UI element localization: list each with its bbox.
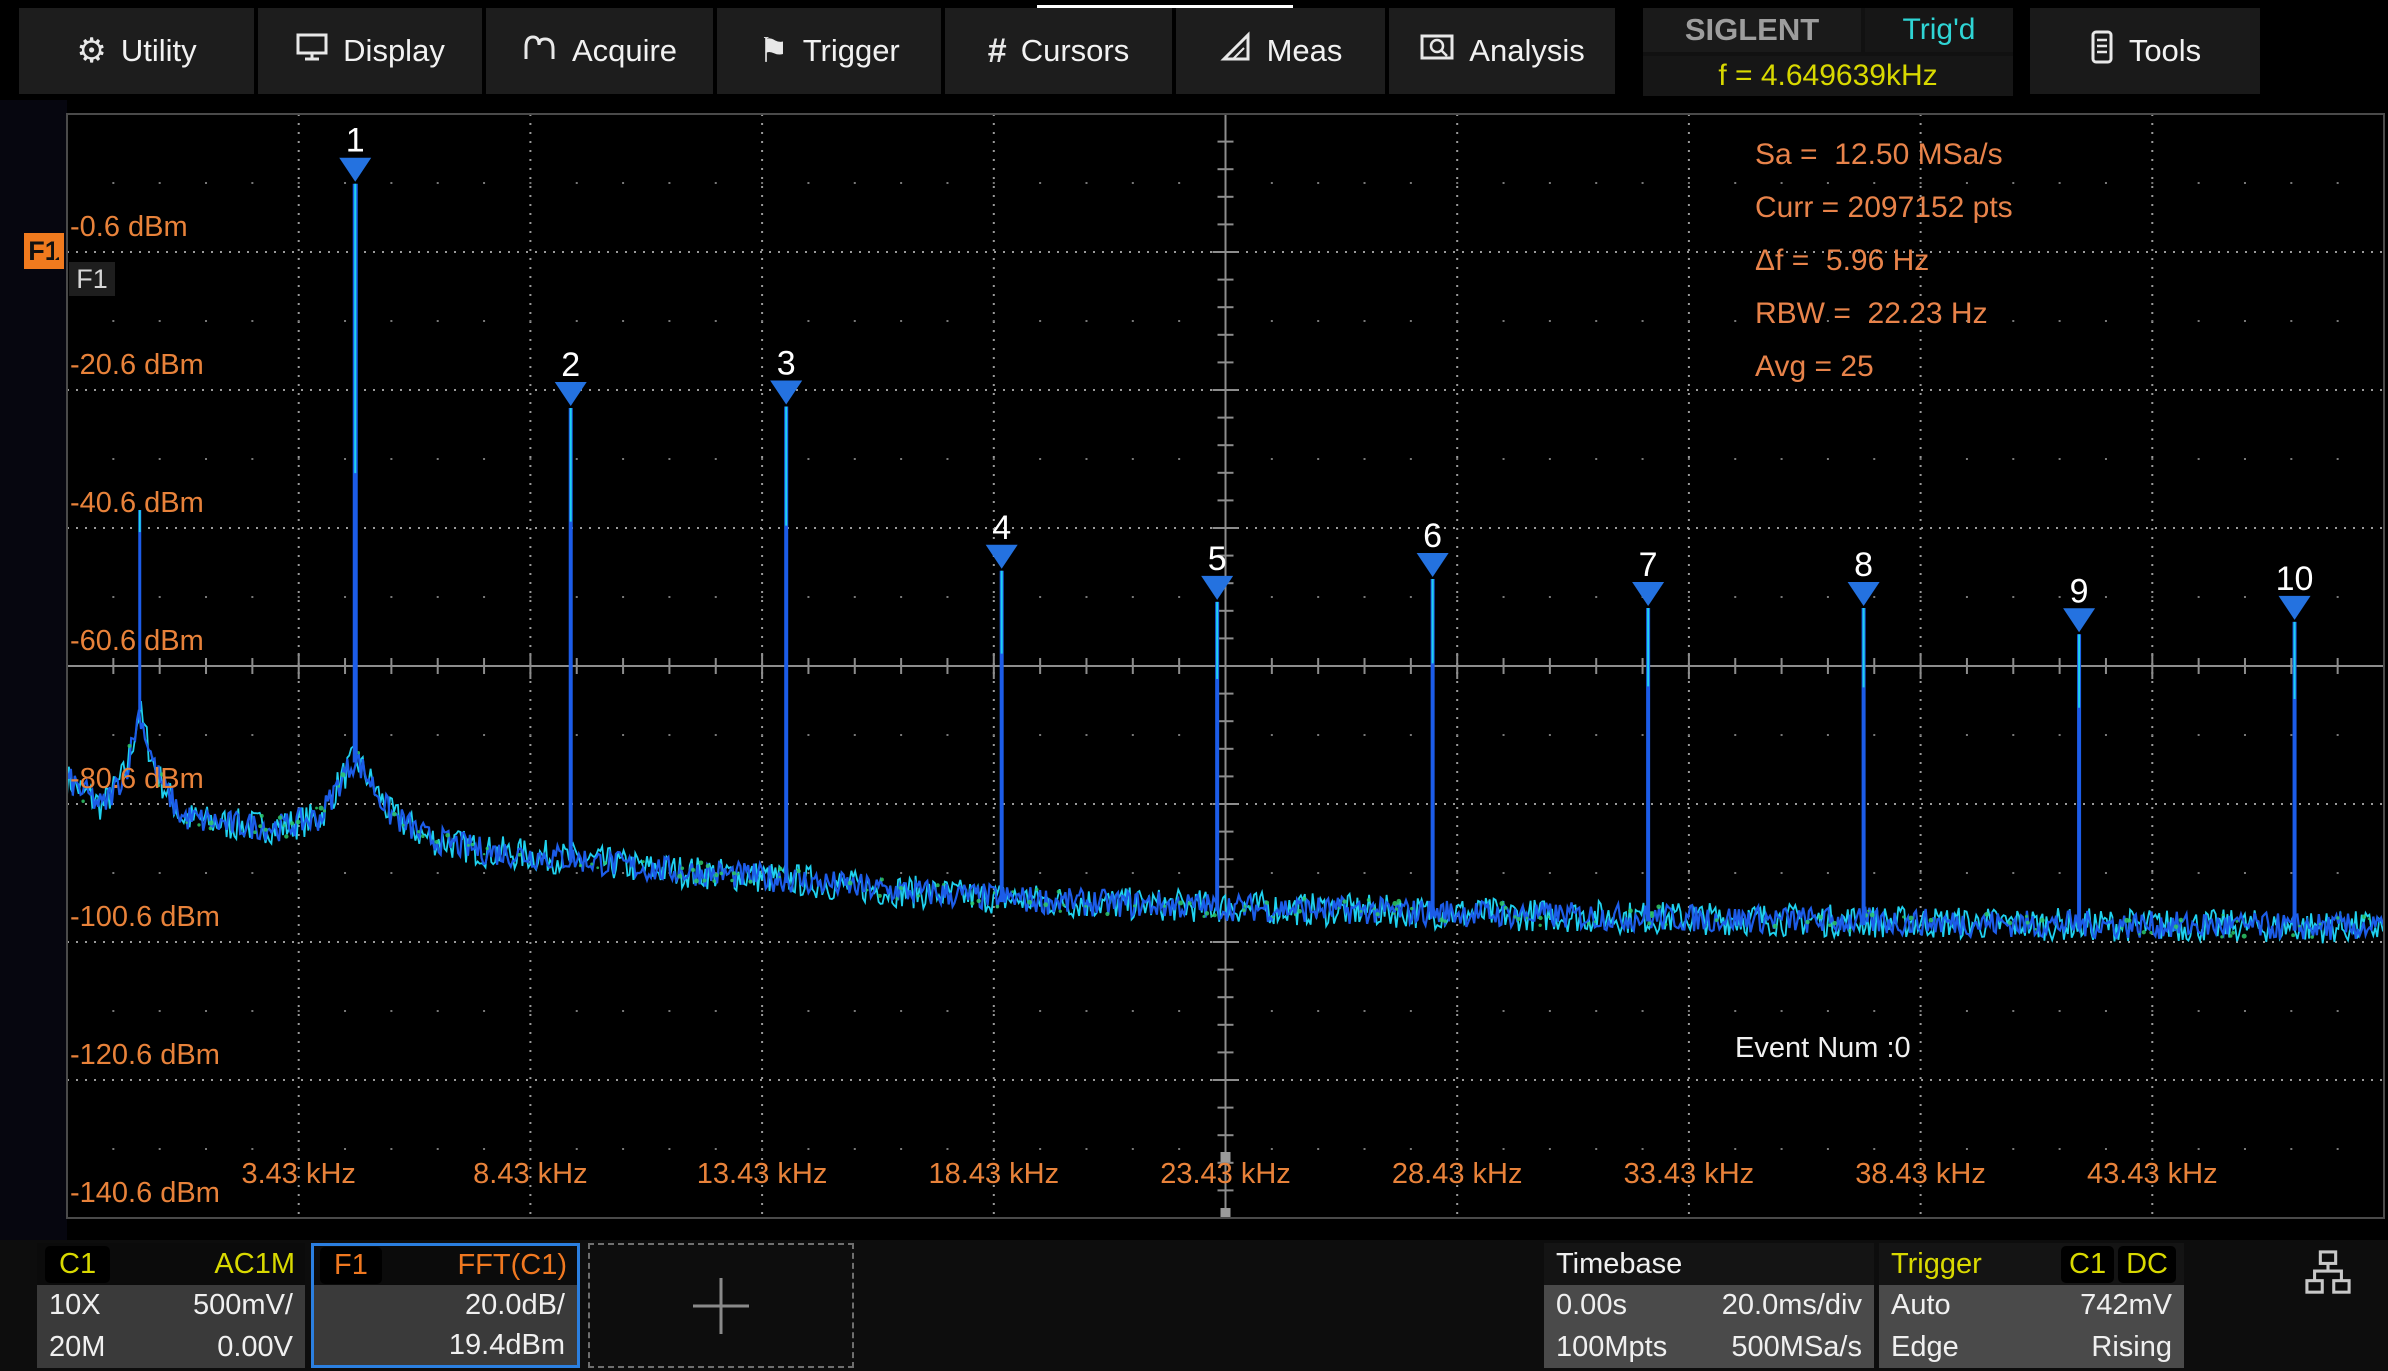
peak-number-7: 7 xyxy=(1639,546,1658,584)
f1-name: F1 xyxy=(320,1247,382,1284)
trigger-body: Auto 742mV Edge Rising xyxy=(1879,1285,2184,1368)
peak-number-6: 6 xyxy=(1423,517,1442,555)
channel1-coupling: AC1M xyxy=(214,1248,295,1281)
trigger-descriptor[interactable]: Trigger C1 DC Auto 742mV Edge Rising xyxy=(1879,1243,2184,1368)
y-tick-label-1: -20.6 dBm xyxy=(70,349,204,382)
y-tick-label-5: -100.6 dBm xyxy=(70,901,220,934)
f1-scale: 20.0dB/ xyxy=(465,1289,565,1322)
y-tick-label-7: -140.6 dBm xyxy=(70,1177,220,1210)
y-tick-label-4: -80.6 dBm xyxy=(70,763,204,796)
y-tick-label-3: -60.6 dBm xyxy=(70,625,204,658)
f1-reference-level: 19.4dBm xyxy=(449,1329,565,1362)
x-tick-label-2: 13.43 kHz xyxy=(662,1158,862,1191)
peak-marker-3 xyxy=(770,381,802,405)
peak-marker-5 xyxy=(1201,576,1233,600)
peak-marker-9 xyxy=(2063,608,2095,632)
channel1-descriptor[interactable]: C1 AC1M 10X 500mV/ 20M 0.00V xyxy=(37,1243,305,1368)
f1-descriptor[interactable]: F1 FFT(C1) 20.0dB/ 19.4dBm xyxy=(311,1243,580,1368)
timebase-scale: 20.0ms/div xyxy=(1722,1289,1862,1322)
f1-trace-label: F1 xyxy=(69,262,115,296)
peak-number-3: 3 xyxy=(777,345,796,383)
x-tick-label-8: 43.43 kHz xyxy=(2052,1158,2252,1191)
channel1-name: C1 xyxy=(45,1246,110,1283)
peak-number-8: 8 xyxy=(1854,546,1873,584)
trigger-title: Trigger xyxy=(1891,1248,1982,1281)
channel1-offset: 0.00V xyxy=(217,1331,293,1364)
y-tick-label-2: -40.6 dBm xyxy=(70,487,204,520)
timebase-descriptor[interactable]: Timebase 0.00s 20.0ms/div 100Mpts 500MSa… xyxy=(1544,1243,1874,1368)
bottom-toolbar: C1 AC1M 10X 500mV/ 20M 0.00V F1 FFT(C1) … xyxy=(0,1240,2388,1371)
timebase-body: 0.00s 20.0ms/div 100Mpts 500MSa/s xyxy=(1544,1285,1874,1368)
trigger-type: Edge xyxy=(1891,1331,1959,1364)
f1-edge-marker[interactable]: F1 xyxy=(24,233,64,269)
f1-function: FFT(C1) xyxy=(457,1249,567,1282)
x-tick-label-6: 33.43 kHz xyxy=(1589,1158,1789,1191)
timebase-title: Timebase xyxy=(1556,1248,1682,1281)
acquisition-info-panel: Sa = 12.50 MSa/s Curr = 2097152 pts Δf =… xyxy=(1755,128,2013,393)
peak-number-10: 10 xyxy=(2276,560,2314,598)
add-trace-slot[interactable] xyxy=(588,1243,854,1368)
channel1-header: C1 AC1M xyxy=(37,1243,305,1285)
timebase-samplerate: 500MSa/s xyxy=(1731,1331,1862,1364)
trigger-coupling: DC xyxy=(2118,1246,2176,1283)
channel1-scale: 500mV/ xyxy=(193,1289,293,1322)
peak-number-1: 1 xyxy=(346,122,365,160)
y-tick-label-6: -120.6 dBm xyxy=(70,1039,220,1072)
peak-number-5: 5 xyxy=(1208,540,1227,578)
x-tick-label-7: 38.43 kHz xyxy=(1821,1158,2021,1191)
event-num-readout: Event Num :0 xyxy=(1735,1032,1911,1065)
channel1-body: 10X 500mV/ 20M 0.00V xyxy=(37,1285,305,1368)
channel1-probe: 10X xyxy=(49,1289,101,1322)
timebase-memory: 100Mpts xyxy=(1556,1331,1667,1364)
peak-marker-4 xyxy=(986,545,1018,569)
x-tick-label-5: 28.43 kHz xyxy=(1357,1158,1557,1191)
trigger-level: 742mV xyxy=(2080,1289,2172,1322)
peak-number-4: 4 xyxy=(992,509,1011,547)
timebase-header: Timebase xyxy=(1544,1243,1874,1285)
trigger-header: Trigger C1 DC xyxy=(1879,1243,2184,1285)
peak-marker-10 xyxy=(2279,596,2311,620)
x-tick-label-0: 3.43 kHz xyxy=(199,1158,399,1191)
trigger-source: C1 xyxy=(2061,1246,2114,1283)
f1-body: 20.0dB/ 19.4dBm xyxy=(314,1285,577,1365)
peak-marker-6 xyxy=(1417,553,1449,577)
x-tick-label-3: 18.43 kHz xyxy=(894,1158,1094,1191)
peak-marker-8 xyxy=(1848,582,1880,606)
plus-icon xyxy=(720,1278,723,1334)
x-tick-label-1: 8.43 kHz xyxy=(430,1158,630,1191)
peak-number-2: 2 xyxy=(561,346,580,384)
peak-marker-1 xyxy=(339,158,371,182)
trigger-mode: Auto xyxy=(1891,1289,1951,1322)
network-icon xyxy=(2305,1250,2351,1301)
x-tick-label-4: 23.43 kHz xyxy=(1126,1158,1326,1191)
trigger-slope: Rising xyxy=(2091,1331,2172,1364)
channel1-bandwidth: 20M xyxy=(49,1331,105,1364)
peak-number-9: 9 xyxy=(2070,572,2089,610)
f1-header: F1 FFT(C1) xyxy=(314,1246,577,1285)
peak-marker-2 xyxy=(555,382,587,406)
timebase-delay: 0.00s xyxy=(1556,1289,1627,1322)
peak-marker-7 xyxy=(1632,582,1664,606)
y-tick-label-0: -0.6 dBm xyxy=(70,211,188,244)
